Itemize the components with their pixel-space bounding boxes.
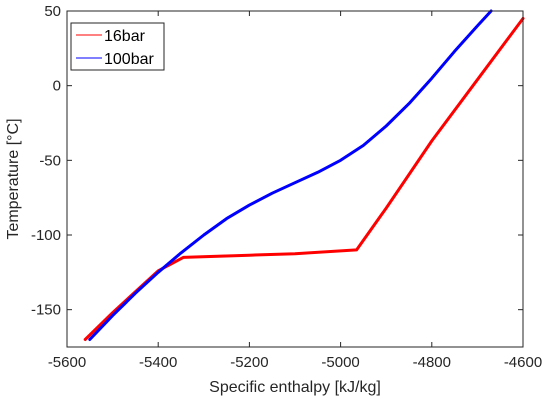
x-tick-label: -5400 [139,354,177,371]
y-tick-label: 0 [53,78,61,95]
x-tick-label: -5000 [321,354,359,371]
x-tick-label: -4600 [504,354,542,371]
series-line-100bar [88,9,493,341]
y-tick-label: 50 [44,3,61,20]
legend-label-100bar: 100bar [104,51,154,68]
y-tick-label: -150 [31,302,61,319]
legend-box [70,22,165,71]
legend: 16bar 100bar [70,22,165,71]
x-tick-label: -5200 [230,354,268,371]
plot-frame [66,10,524,348]
legend-label-16bar: 16bar [104,28,146,45]
y-tick-label: -100 [31,227,61,244]
tick-layer: -5600 -5400 -5200 -5000 -4800 -4600 -150 -100 -5… [31,3,542,371]
x-tick-label: -4800 [413,354,451,371]
y-tick-label: -50 [39,152,61,169]
x-tick-label: -5600 [48,354,86,371]
y-axis-label: Temperature [°C] [5,118,22,239]
series-layer [83,9,525,341]
x-axis-label: Specific enthalpy [kJ/kg] [209,379,381,396]
